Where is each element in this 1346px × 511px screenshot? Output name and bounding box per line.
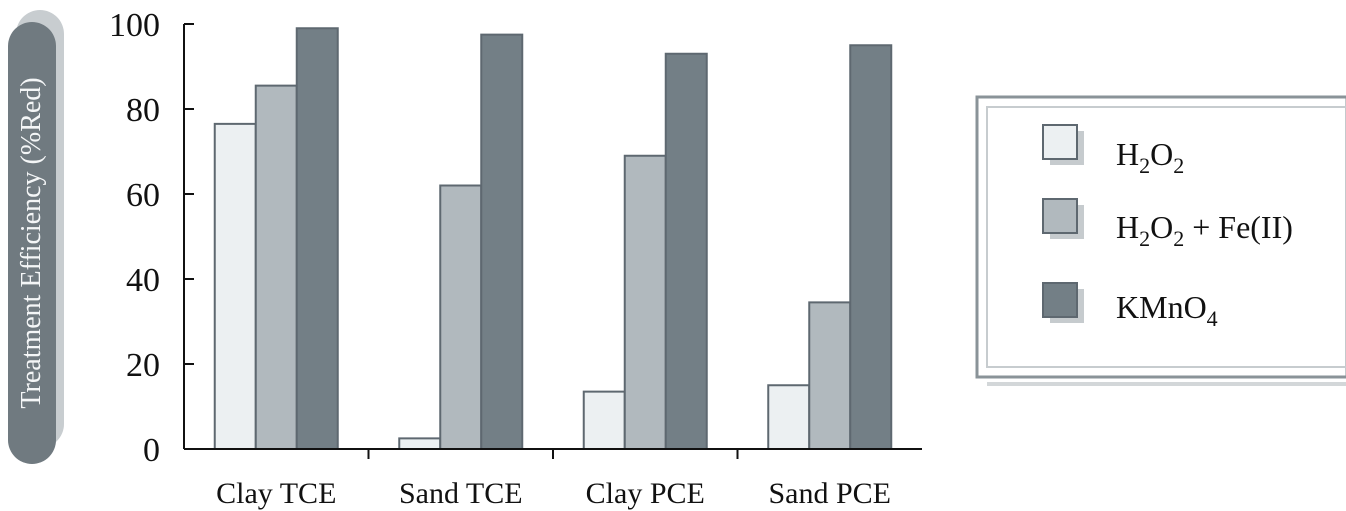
bar bbox=[295, 27, 339, 450]
y-axis-title: Treatment Efficiency (%Red) bbox=[16, 77, 47, 408]
bar bbox=[213, 122, 257, 450]
legend-label-h2o2-fe: H2O2 + Fe(II) bbox=[1116, 209, 1293, 251]
y-tick-label: 20 bbox=[126, 347, 160, 384]
legend-item-h2o2-fe: H2O2 + Fe(II) bbox=[1042, 198, 1293, 251]
x-category-label: Sand PCE bbox=[768, 477, 891, 510]
bar bbox=[849, 44, 893, 450]
x-category-label: Sand TCE bbox=[399, 477, 523, 510]
y-tick-label: 40 bbox=[126, 262, 160, 299]
bar bbox=[398, 437, 442, 450]
legend-label-kmno4: KMnO4 bbox=[1116, 289, 1218, 331]
legend-frame-outer bbox=[975, 95, 1346, 379]
legend: H2O2 H2O2 + Fe(II) KMnO4 bbox=[975, 95, 1346, 386]
bar bbox=[808, 301, 852, 450]
y-tick-label: 0 bbox=[143, 432, 160, 469]
bar bbox=[254, 84, 298, 450]
bar bbox=[439, 184, 483, 450]
y-axis-title-badge: Treatment Efficiency (%Red) bbox=[8, 10, 64, 464]
y-axis-ticks: 0 20 40 60 80 100 bbox=[109, 7, 194, 469]
y-tick-label: 80 bbox=[126, 92, 160, 129]
bar bbox=[582, 390, 626, 450]
bar bbox=[480, 33, 524, 450]
y-tick-label: 60 bbox=[126, 177, 160, 214]
y-tick-label: 100 bbox=[109, 7, 160, 44]
legend-frame-inner bbox=[986, 106, 1346, 368]
legend-swatch-kmno4 bbox=[1042, 282, 1078, 318]
bars bbox=[213, 27, 893, 450]
legend-swatch-h2o2 bbox=[1042, 124, 1078, 160]
legend-label-h2o2: H2O2 bbox=[1116, 136, 1184, 178]
x-category-label: Clay TCE bbox=[216, 477, 336, 510]
legend-swatch-h2o2-fe bbox=[1042, 198, 1078, 234]
bar bbox=[767, 384, 811, 450]
x-category-label: Clay PCE bbox=[586, 477, 705, 510]
legend-item-kmno4: KMnO4 bbox=[1042, 282, 1218, 331]
bar bbox=[664, 52, 708, 450]
bar bbox=[623, 154, 667, 450]
legend-item-h2o2: H2O2 bbox=[1042, 124, 1184, 178]
x-axis-categories: Clay TCE Sand TCE Clay PCE Sand PCE bbox=[216, 449, 891, 510]
